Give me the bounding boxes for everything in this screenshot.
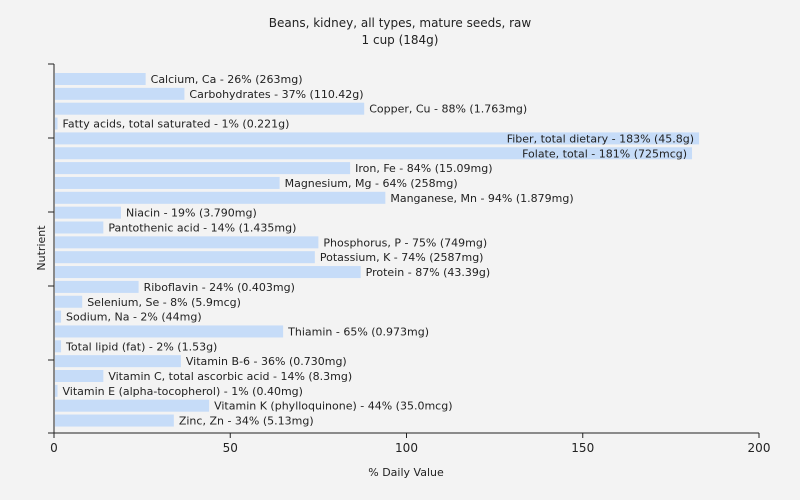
bar (55, 102, 365, 115)
chart-title: Beans, kidney, all types, mature seeds, … (269, 16, 532, 30)
bar-label: Protein - 87% (43.39g) (366, 266, 491, 279)
x-tick-label: 150 (571, 441, 594, 455)
bar (55, 73, 146, 85)
bar (55, 340, 62, 353)
bar-label: Pantothenic acid - 14% (1.435mg) (108, 222, 296, 235)
x-tick-label: 50 (223, 441, 238, 455)
bar-label: Magnesium, Mg - 64% (258mg) (285, 177, 458, 190)
bar-label: Vitamin K (phylloquinone) - 44% (35.0mcg… (214, 400, 452, 413)
x-ticks-group: 0 50 100 150 200 (50, 433, 770, 455)
x-tick-label: 200 (748, 441, 771, 455)
bar-label: Carbohydrates - 37% (110.42g) (189, 88, 363, 101)
bar (55, 221, 104, 234)
bar (55, 370, 104, 382)
bar (55, 132, 700, 145)
bar-label: Phosphorus, P - 75% (749mg) (323, 236, 487, 249)
chart-subtitle: 1 cup (184g) (362, 33, 439, 47)
bar (55, 206, 121, 219)
bar-label: Calcium, Ca - 26% (263mg) (151, 73, 303, 86)
bar-label: Fatty acids, total saturated - 1% (0.221… (63, 118, 290, 131)
bar-label: Vitamin B-6 - 36% (0.730mg) (186, 355, 347, 368)
bar (55, 87, 185, 100)
bar (55, 414, 174, 427)
bar (55, 266, 361, 279)
bar (55, 384, 58, 397)
x-tick-label: 100 (395, 441, 418, 455)
bar-label: Zinc, Zn - 34% (5.13mg) (179, 415, 314, 428)
bar (55, 236, 319, 249)
bar (55, 251, 315, 264)
bar-label: Vitamin C, total ascorbic acid - 14% (8.… (108, 370, 352, 383)
bar (55, 295, 83, 308)
bar-label: Sodium, Na - 2% (44mg) (66, 311, 202, 324)
bar-label: Selenium, Se - 8% (5.9mcg) (87, 296, 241, 309)
bar-label: Copper, Cu - 88% (1.763mg) (369, 103, 527, 116)
bar-label: Thiamin - 65% (0.973mg) (287, 325, 429, 338)
bar-label: Folate, total - 181% (725mcg) (522, 147, 687, 160)
bar-label: Niacin - 19% (3.790mg) (126, 207, 257, 220)
x-axis-title: % Daily Value (368, 466, 444, 479)
bar (55, 147, 693, 160)
bar (55, 355, 181, 368)
bar (55, 162, 351, 175)
bar (55, 310, 62, 323)
x-tick-label: 0 (50, 441, 58, 455)
bar-label: Fiber, total dietary - 183% (45.8g) (507, 132, 694, 145)
bar-label: Riboflavin - 24% (0.403mg) (144, 281, 295, 294)
bars-group: Calcium, Ca - 26% (263mg) Carbohydrates -… (55, 73, 700, 428)
y-axis-title: Nutrient (35, 225, 48, 271)
bar (55, 176, 280, 189)
bar-label: Potassium, K - 74% (2587mg) (320, 251, 484, 264)
bar (55, 325, 284, 338)
bar-label: Manganese, Mn - 94% (1.879mg) (390, 192, 573, 205)
bar (55, 117, 58, 130)
bar-label: Iron, Fe - 84% (15.09mg) (355, 162, 492, 175)
bar-label: Vitamin E (alpha-tocopherol) - 1% (0.40m… (63, 385, 303, 398)
bar (55, 191, 386, 204)
bar-label: Total lipid (fat) - 2% (1.53g) (65, 340, 217, 353)
bar (55, 399, 210, 412)
bar (55, 280, 139, 293)
